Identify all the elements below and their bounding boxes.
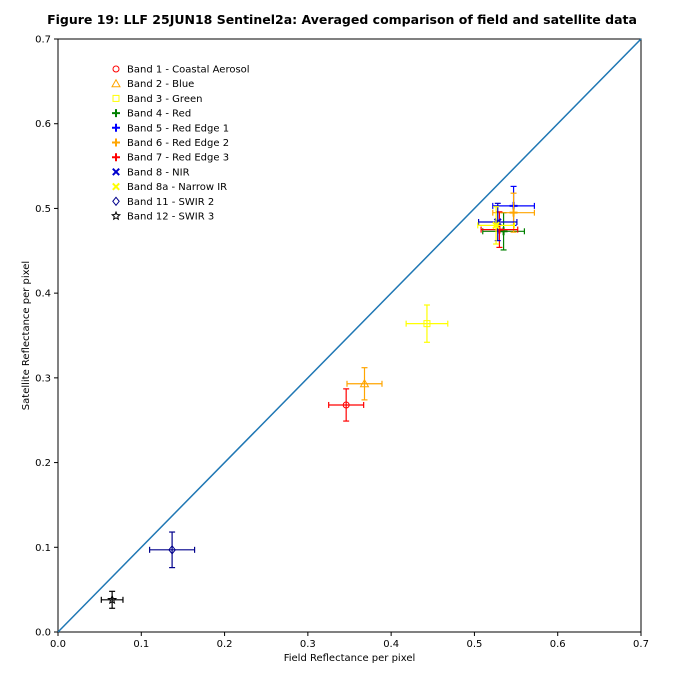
y-tick-label: 0.6: [35, 119, 51, 130]
y-tick-label: 0.2: [35, 458, 51, 469]
legend-entry: Band 6 - Red Edge 2: [112, 138, 229, 149]
data-point-band-11: [100, 590, 124, 609]
data-marks: [100, 185, 535, 609]
legend-label: Band 6 - Red Edge 2: [127, 138, 229, 149]
data-point-band-7: [480, 211, 519, 248]
y-tick-label: 0.0: [35, 628, 51, 639]
legend: Band 1 - Coastal Aerosol Band 2 - Blue Ban…: [110, 65, 250, 223]
legend-entry: Band 5 - Red Edge 1: [112, 123, 229, 134]
x-tick-label: 0.0: [50, 639, 66, 650]
legend-label: Band 1 - Coastal Aerosol: [127, 65, 250, 76]
legend-marker: [111, 78, 121, 88]
y-axis-label: Satellite Reflectance per pixel: [21, 261, 32, 410]
point-marker: [423, 320, 431, 328]
legend-label: Band 8a - Narrow IR: [127, 182, 227, 193]
legend-label: Band 12 - SWIR 3: [127, 212, 214, 223]
legend-marker: [112, 94, 120, 102]
legend-entry: Band 8a - Narrow IR: [112, 182, 227, 193]
x-tick-label: 0.6: [550, 639, 566, 650]
data-point-band-9: [477, 206, 516, 245]
x-tick-label: 0.2: [217, 639, 233, 650]
legend-marker: [112, 167, 120, 176]
legend-marker: [112, 109, 120, 118]
legend-label: Band 2 - Blue: [127, 79, 194, 90]
x-tick-label: 0.5: [466, 639, 482, 650]
legend-entry: Band 2 - Blue: [111, 78, 194, 90]
plot-area: [57, 38, 642, 633]
legend-marker: [112, 65, 120, 73]
axis-ticks: 0.0 0.1 0.2 0.3 0.4 0.5 0.6 0.7 0.0 0.1 0.2 0.3 0.4 0…: [35, 35, 649, 651]
y-tick-label: 0.4: [35, 289, 51, 300]
legend-label: Band 8 - NIR: [127, 167, 190, 178]
point-marker: [342, 401, 350, 409]
legend-marker: [110, 210, 122, 221]
point-marker: [509, 208, 518, 217]
legend-marker: [112, 123, 120, 132]
data-point-band-3: [405, 304, 449, 343]
legend-entry: Band 4 - Red: [112, 109, 191, 120]
x-tick-label: 0.1: [133, 639, 149, 650]
legend-label: Band 3 - Green: [127, 94, 202, 105]
legend-label: Band 5 - Red Edge 1: [127, 123, 229, 134]
legend-entry: Band 8 - NIR: [112, 167, 190, 178]
legend-label: Band 11 - SWIR 2: [127, 197, 214, 208]
legend-marker: [112, 138, 120, 147]
x-tick-label: 0.3: [300, 639, 316, 650]
data-point-band-1: [328, 388, 365, 422]
y-tick-label: 0.5: [35, 204, 51, 215]
legend-label: Band 7 - Red Edge 3: [127, 153, 229, 164]
point-marker: [168, 545, 176, 555]
chart-title: Figure 19: LLF 25JUN18 Sentinel2a: Avera…: [47, 12, 637, 27]
legend-marker: [112, 182, 120, 191]
legend-entry: Band 3 - Green: [112, 94, 202, 105]
point-marker: [359, 378, 370, 388]
legend-entry: Band 7 - Red Edge 3: [112, 153, 229, 164]
x-axis-label: Field Reflectance per pixel: [284, 653, 416, 664]
one-to-one-line: [57, 38, 642, 633]
x-tick-label: 0.7: [633, 639, 649, 650]
point-marker: [499, 227, 508, 236]
y-tick-label: 0.3: [35, 373, 51, 384]
y-tick-label: 0.1: [35, 543, 51, 554]
data-point-band-2: [346, 367, 383, 401]
legend-entry: Band 11 - SWIR 2: [112, 196, 214, 208]
legend-label: Band 4 - Red: [127, 109, 191, 120]
data-point-band-10: [149, 531, 196, 569]
x-tick-label: 0.4: [383, 639, 399, 650]
point-marker: [495, 225, 504, 234]
legend-entry: Band 1 - Coastal Aerosol: [112, 65, 250, 76]
legend-marker: [112, 153, 120, 162]
y-tick-label: 0.7: [35, 35, 51, 46]
point-marker: [492, 221, 500, 230]
legend-entry: Band 12 - SWIR 3: [110, 210, 214, 223]
legend-marker: [112, 196, 120, 207]
point-marker: [107, 594, 118, 605]
